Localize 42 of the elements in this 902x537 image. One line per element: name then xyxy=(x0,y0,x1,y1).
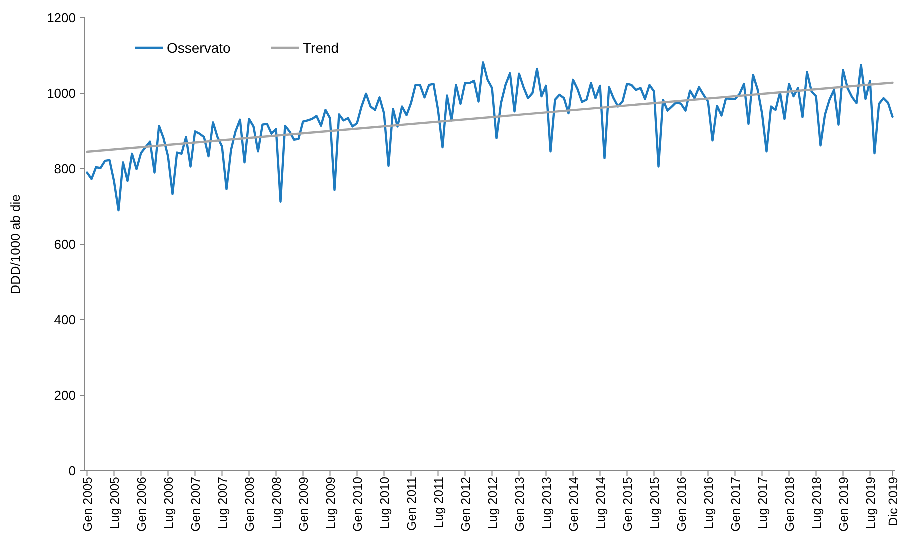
x-tick-label: Gen 2008 xyxy=(242,476,257,532)
x-tick-label: Lug 2017 xyxy=(756,476,770,530)
x-tick-label: Lug 2013 xyxy=(540,476,554,530)
x-tick-label: Gen 2010 xyxy=(350,476,365,532)
x-tick-label: Lug 2018 xyxy=(810,476,824,530)
y-axis-title: DDD/1000 ab die xyxy=(8,194,23,294)
y-tick-label: 800 xyxy=(54,162,76,177)
x-tick-label: Lug 2009 xyxy=(324,476,338,530)
x-tick-label: Gen 2006 xyxy=(134,476,149,532)
x-tick-label: Gen 2011 xyxy=(404,476,419,531)
x-tick-label: Lug 2014 xyxy=(594,476,608,530)
line-series xyxy=(86,61,894,212)
x-tick-label: Gen 2014 xyxy=(566,476,581,532)
x-tick-label: Gen 2013 xyxy=(512,476,527,532)
x-tick-label: Dic 2019 xyxy=(886,476,900,526)
x-tick-label: Gen 2007 xyxy=(188,476,203,532)
y-tick-label: 1000 xyxy=(47,86,76,102)
y-tick-label: 200 xyxy=(54,388,76,404)
x-tick-label: Lug 2012 xyxy=(486,476,500,530)
x-tick-label: Gen 2017 xyxy=(728,476,743,532)
x-tick-label: Lug 2006 xyxy=(162,476,176,530)
y-tick-label: 1200 xyxy=(47,10,76,26)
x-tick-label: Lug 2019 xyxy=(864,476,878,530)
x-tick-label: Gen 2012 xyxy=(458,476,473,532)
y-tick-label: 400 xyxy=(54,312,76,328)
legend-label: Trend xyxy=(303,40,340,56)
x-tick-label: Lug 2010 xyxy=(378,476,392,530)
x-tick-label: Lug 2011 xyxy=(432,476,446,528)
x-tick-label: Gen 2015 xyxy=(620,476,635,532)
x-tick-label: Gen 2018 xyxy=(782,476,797,532)
x-tick-label: Gen 2016 xyxy=(674,476,689,532)
x-tick-label: Gen 2005 xyxy=(80,476,95,532)
x-tick-label: Lug 2015 xyxy=(648,476,662,530)
x-tick-label: Lug 2007 xyxy=(216,476,230,530)
x-tick-label: Lug 2005 xyxy=(108,476,122,530)
x-tick-label: Lug 2016 xyxy=(702,476,716,530)
legend-label: Osservato xyxy=(167,40,232,56)
x-tick-label: Lug 2008 xyxy=(270,476,284,530)
x-tick-label: Gen 2019 xyxy=(836,476,851,532)
x-tick-label: Gen 2009 xyxy=(296,476,311,532)
y-tick-label: 600 xyxy=(54,237,76,252)
y-tick-label: 0 xyxy=(68,464,76,479)
